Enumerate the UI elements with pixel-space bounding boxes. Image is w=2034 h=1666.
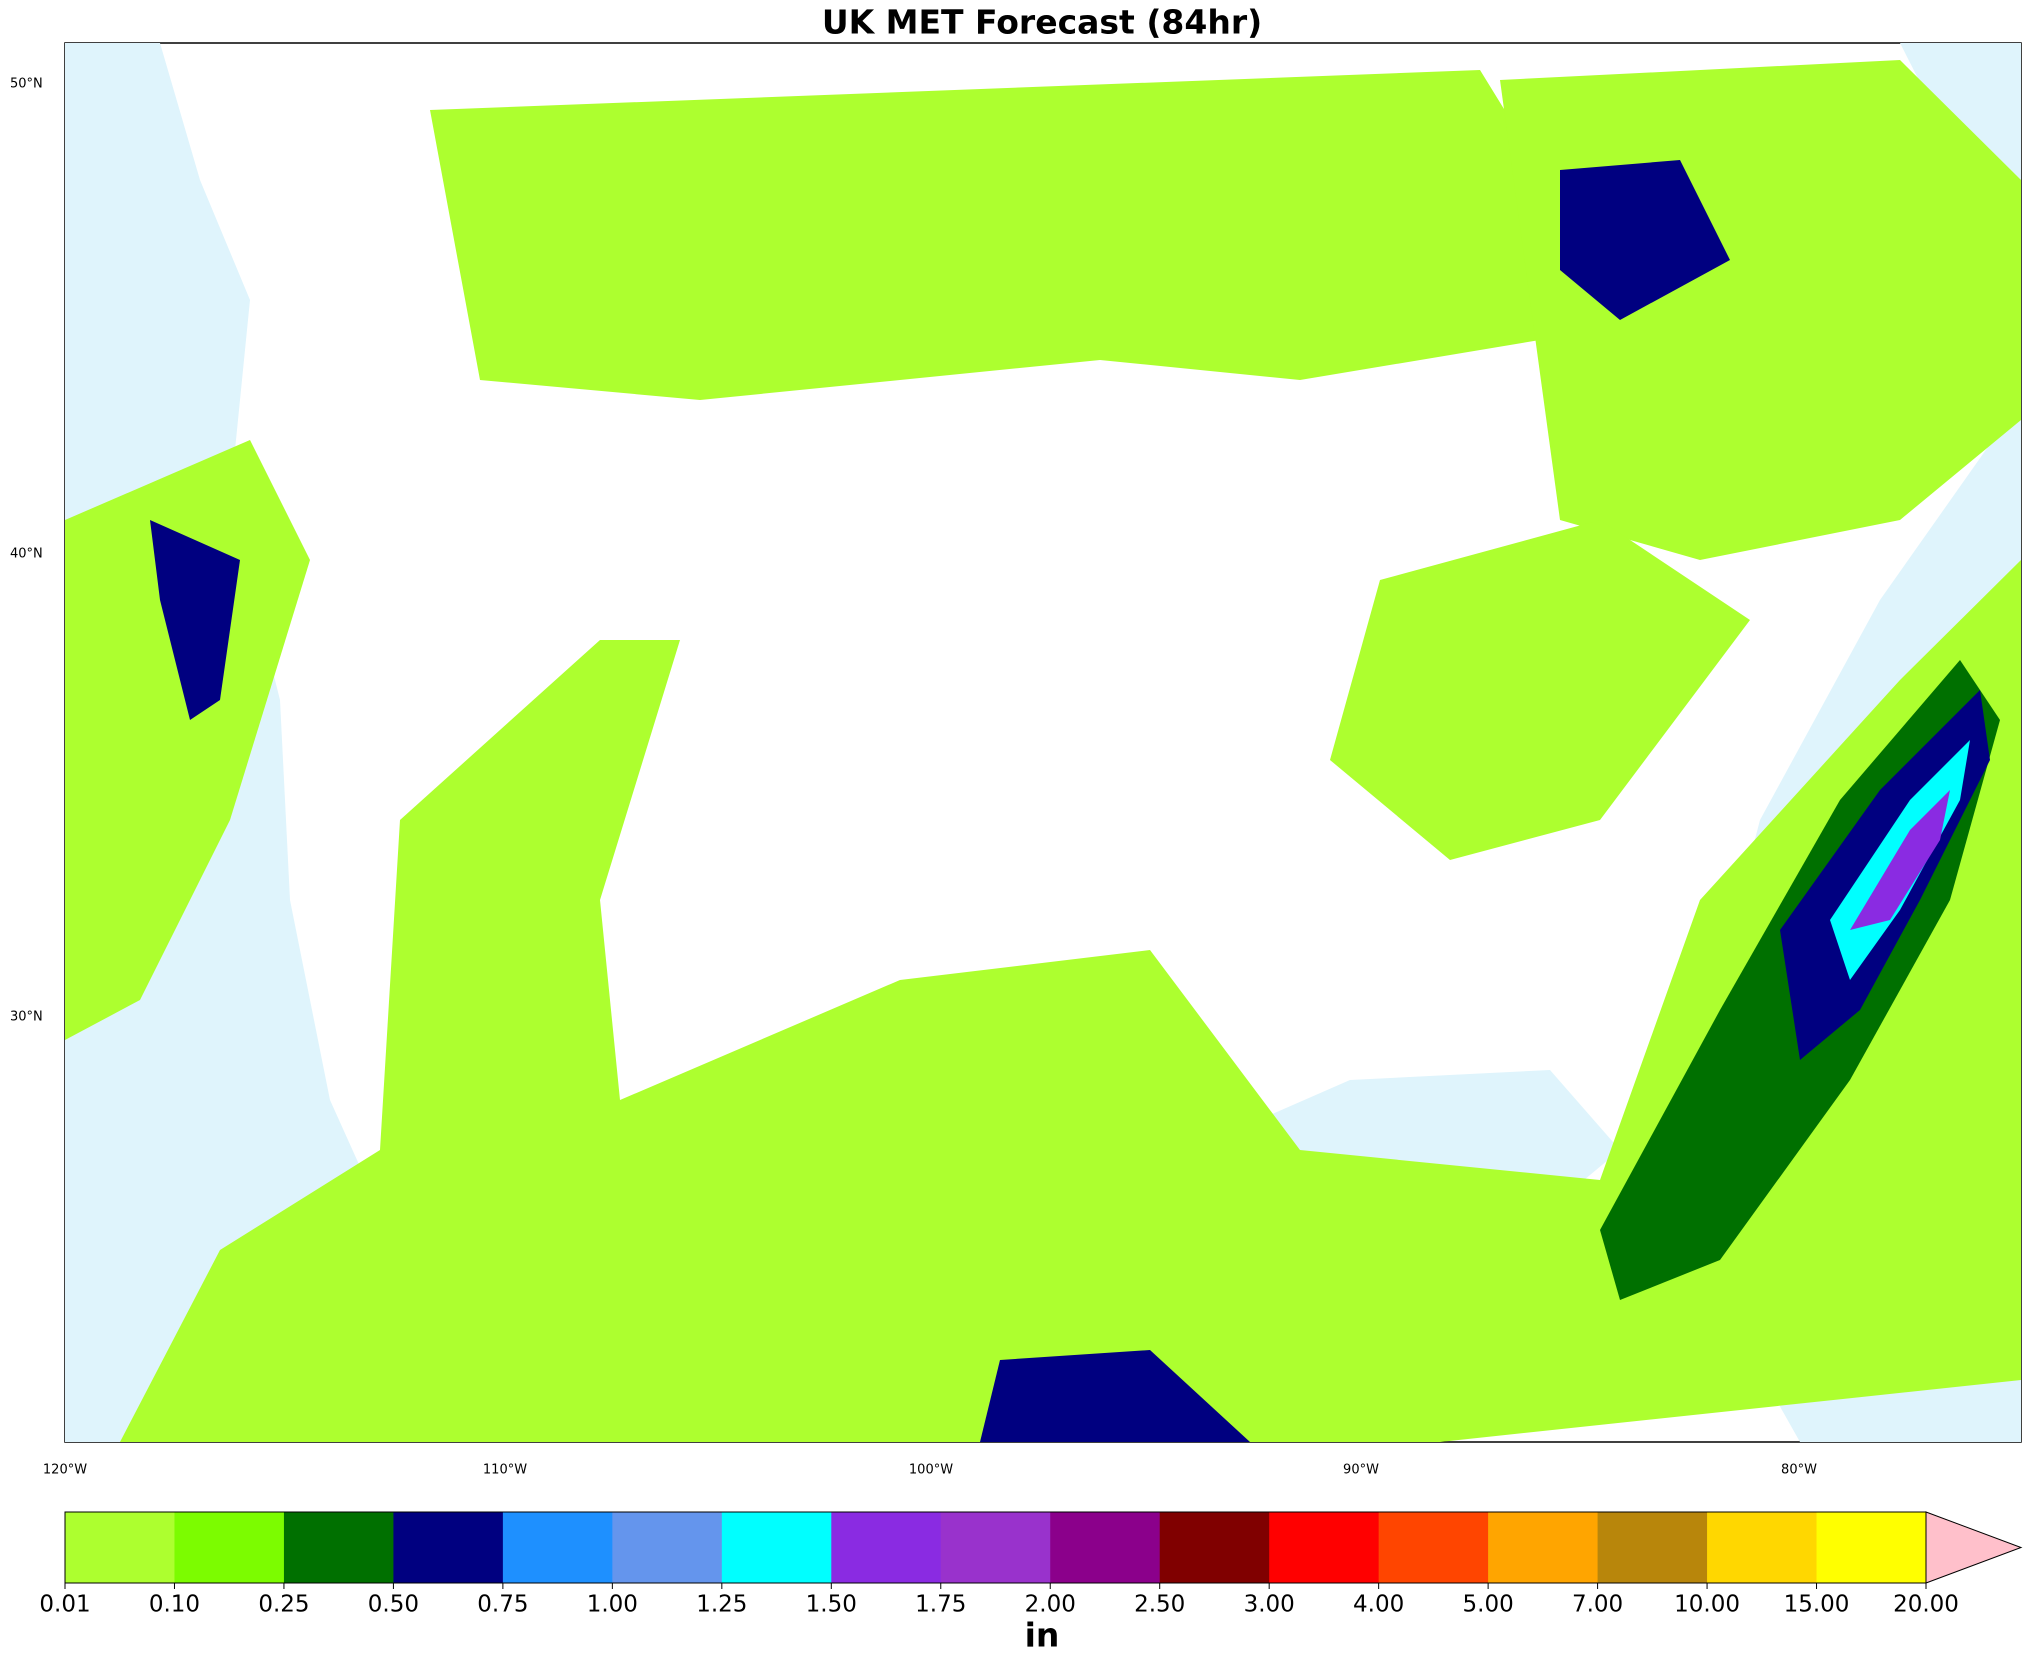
colorbar-segment	[1378, 1512, 1489, 1583]
colorbar-frame	[64, 1511, 1927, 1584]
precip-texas-coast	[980, 1350, 1250, 1442]
colorbar-segment	[721, 1512, 832, 1583]
colorbar-segment	[1597, 1512, 1708, 1583]
colorbar-segment	[1269, 1512, 1380, 1583]
colorbar-segment	[940, 1512, 1051, 1583]
colorbar-segment	[1050, 1512, 1161, 1583]
colorbar-tick-label: 15.00	[1784, 1592, 1850, 1618]
colorbar-tick-label: 3.00	[1244, 1592, 1295, 1618]
colorbar-segment	[831, 1512, 942, 1583]
colorbar-segment	[393, 1512, 504, 1583]
title: UK MET Forecast (84hr)	[822, 3, 1262, 42]
colorbar-tick-label: 0.01	[39, 1592, 90, 1618]
colorbar-tick-label: 0.75	[477, 1592, 528, 1618]
colorbar-tick-label: 1.75	[915, 1592, 966, 1618]
colorbar-tick-label: 4.00	[1353, 1592, 1404, 1618]
colorbar-segment	[65, 1512, 175, 1583]
lat-label: 30°N	[10, 1010, 43, 1025]
precip-ohio	[1330, 520, 1750, 860]
colorbar-tick-label: 1.50	[806, 1592, 857, 1618]
colorbar-tick-label: 1.00	[587, 1592, 638, 1618]
colorbar-tick-label: 0.10	[149, 1592, 200, 1618]
precip-quebec	[1560, 160, 1730, 320]
colorbar-segment	[1707, 1512, 1818, 1583]
precip-west-coast	[65, 440, 310, 1040]
map	[64, 42, 2022, 1443]
colorbar-tick-label: 20.00	[1893, 1592, 1959, 1618]
precip-south	[120, 560, 2021, 1442]
colorbar-tick-label: 10.00	[1674, 1592, 1740, 1618]
lon-label: 110°W	[483, 1463, 527, 1478]
colorbar-segment	[1488, 1512, 1599, 1583]
lon-label: 90°W	[1343, 1463, 1379, 1478]
lon-label: 100°W	[909, 1463, 953, 1478]
lat-label: 40°N	[10, 547, 43, 562]
precip-atlantic-top	[1850, 790, 1950, 930]
colorbar-tick-label: 5.00	[1463, 1592, 1514, 1618]
map-labels: 50°N 40°N 30°N 120°W 110°W 100°W 90°W 80°W	[10, 77, 1817, 1478]
colorbar-tick-label: 2.00	[1025, 1592, 1076, 1618]
lon-label: 80°W	[1781, 1463, 1817, 1478]
colorbar-tick-label: 0.25	[258, 1592, 309, 1618]
colorbar-tick-label: 2.50	[1134, 1592, 1185, 1618]
precip-north	[430, 70, 1600, 400]
precip-sierra	[150, 520, 240, 720]
colorbar-extension	[1925, 1511, 2023, 1584]
colorbar-label: in	[1025, 1616, 1060, 1655]
colorbar-tick-label: 7.00	[1572, 1592, 1623, 1618]
lat-label: 50°N	[10, 77, 43, 92]
colorbar-segment	[502, 1512, 613, 1583]
colorbar-segment	[612, 1512, 723, 1583]
colorbar-segment	[1159, 1512, 1270, 1583]
colorbar-segment	[174, 1512, 285, 1583]
colorbar-tick-label: 1.25	[696, 1592, 747, 1618]
lon-label: 120°W	[43, 1463, 87, 1478]
colorbar-segment	[283, 1512, 394, 1583]
colorbar-tick-label: 0.50	[368, 1592, 419, 1618]
colorbar-segment	[1816, 1512, 1927, 1583]
colorbar: in 0.01 0.10 0.25 0.50 0.75 1.00 1.25 1.50 1.75 2…	[39, 1511, 2023, 1655]
